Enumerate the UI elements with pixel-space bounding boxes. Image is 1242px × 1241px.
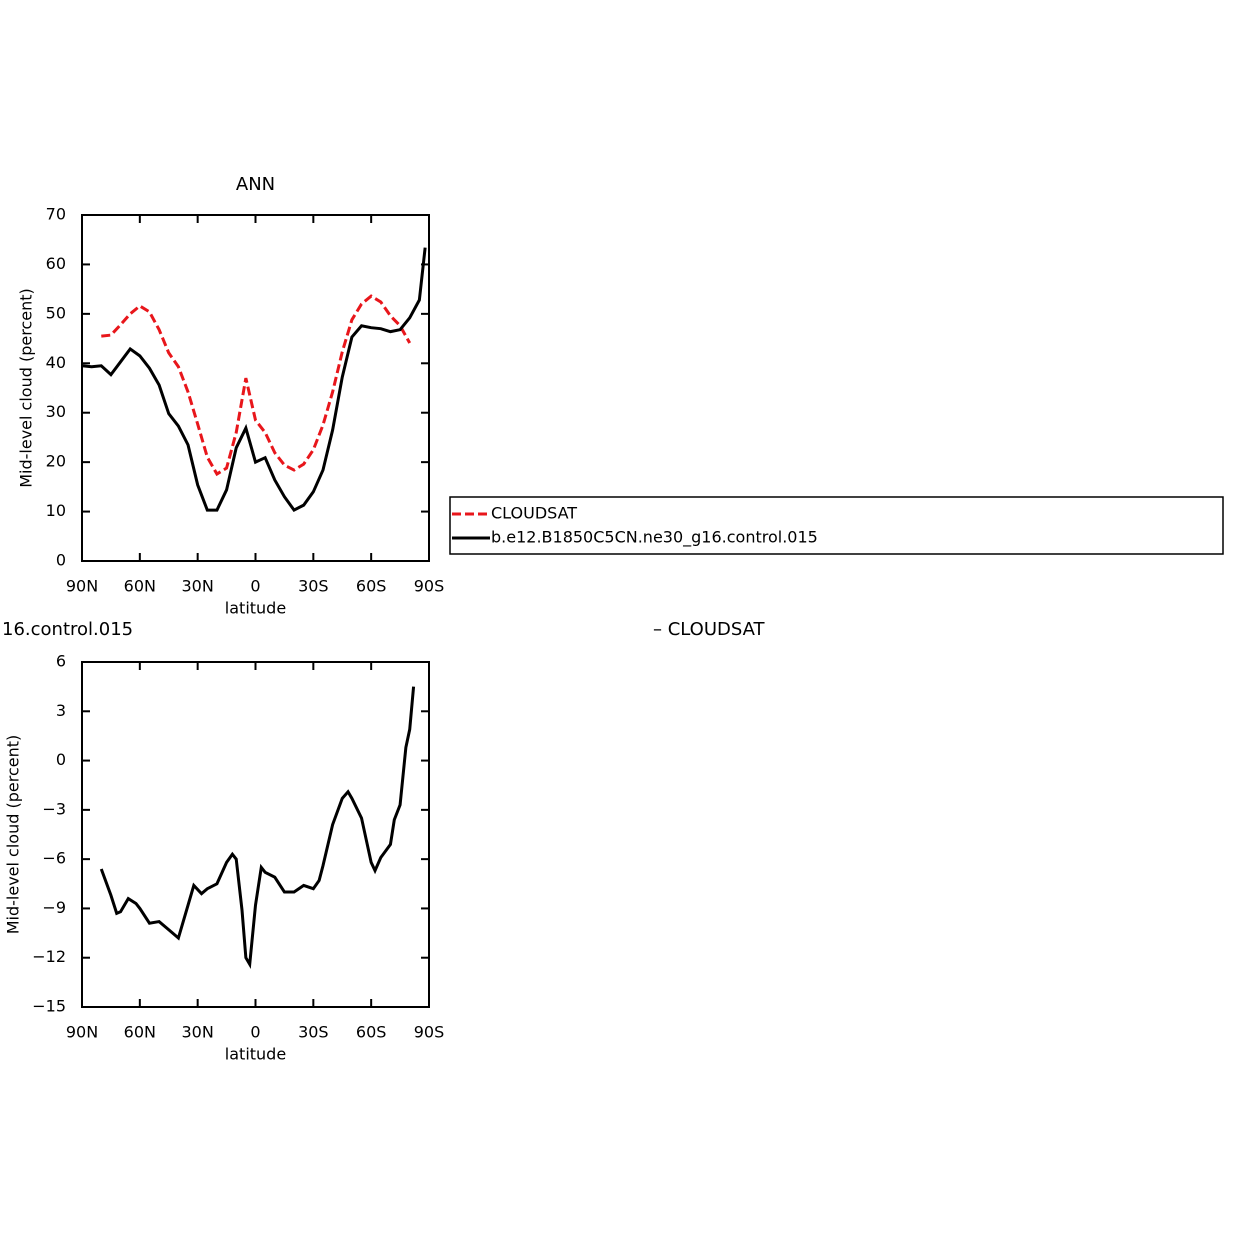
y-tick-label: −15 [32, 997, 66, 1016]
y-tick-label: 6 [56, 652, 66, 671]
y-tick-label: 50 [46, 303, 66, 322]
x-tick-label: 90N [66, 1023, 98, 1042]
x-tick-label: 30S [298, 1023, 329, 1042]
y-axis-label: Mid-level cloud (percent) [4, 735, 23, 935]
y-tick-label: −3 [42, 799, 66, 818]
x-tick-label: 60N [124, 1023, 156, 1042]
legend-label: b.e12.B1850C5CN.ne30_g16.control.015 [491, 528, 818, 548]
x-tick-label: 60N [124, 577, 156, 596]
x-tick-label: 90S [414, 577, 445, 596]
y-tick-label: 0 [56, 551, 66, 570]
y-tick-label: −9 [42, 898, 66, 917]
title-fragment: – CLOUDSAT [653, 619, 766, 640]
y-tick-label: 40 [46, 353, 66, 372]
y-tick-label: −6 [42, 849, 66, 868]
x-tick-label: 60S [356, 1023, 387, 1042]
data-line [81, 247, 427, 513]
y-tick-label: 0 [56, 750, 66, 769]
x-tick-label: 30N [182, 1023, 214, 1042]
x-tick-label: 60S [356, 577, 387, 596]
data-line [99, 686, 416, 970]
y-tick-label: 30 [46, 402, 66, 421]
x-tick-label: 90S [414, 1023, 445, 1042]
legend-label: CLOUDSAT [491, 504, 577, 523]
y-tick-label: 3 [56, 701, 66, 720]
y-tick-label: 70 [46, 205, 66, 224]
x-tick-label: 30S [298, 577, 329, 596]
y-tick-label: 10 [46, 501, 66, 520]
plot-frame [81, 214, 430, 562]
chart-title: ANN [236, 174, 275, 195]
y-tick-label: −12 [32, 947, 66, 966]
title-fragment: 16.control.015 [2, 619, 133, 640]
x-tick-label: 0 [250, 1023, 260, 1042]
plot-frame [81, 661, 430, 1008]
legend-box [449, 496, 1224, 555]
y-tick-label: 20 [46, 452, 66, 471]
x-tick-label: 90N [66, 577, 98, 596]
y-axis-label: Mid-level cloud (percent) [17, 288, 36, 488]
x-axis-label: latitude [225, 1045, 286, 1064]
data-line [101, 294, 412, 477]
x-tick-label: 0 [250, 577, 260, 596]
y-tick-label: 60 [46, 254, 66, 273]
x-tick-label: 30N [182, 577, 214, 596]
x-axis-label: latitude [225, 599, 286, 618]
